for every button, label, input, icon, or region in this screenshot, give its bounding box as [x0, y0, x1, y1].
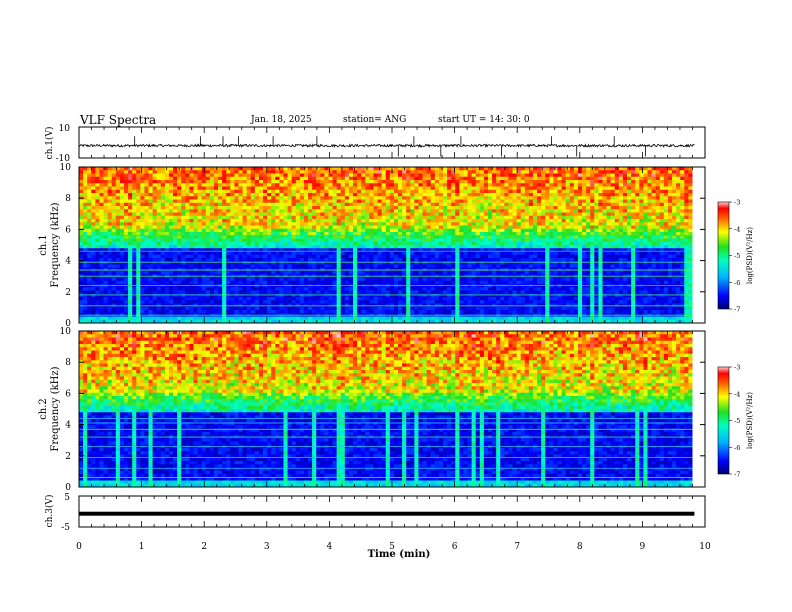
x-tick-label: 0 [76, 542, 82, 552]
ch3-waveform-panel: ch.3(V) 5 -5 [44, 493, 706, 533]
ch1-ytick-label: 4 [65, 257, 71, 267]
ch3-ytick-top: 5 [64, 493, 70, 503]
x-tick-label: 3 [264, 542, 270, 552]
ch2-colorbar-gradient [717, 366, 730, 475]
x-tick-label: 10 [699, 542, 711, 552]
ch2-colorbar-tick-label: -4 [734, 390, 740, 398]
ch1-colorbar: -3 -4 -5 -6 -7 log(PSD)(V²/Hz) [717, 199, 754, 314]
ch1-waveform-trace [78, 136, 695, 157]
ch2-ylabel-line1: ch.2 [38, 398, 49, 420]
x-tick-label: 7 [514, 542, 520, 552]
ch2-ytick-label: 8 [65, 358, 71, 368]
ch2-colorbar-label: log(PSD)(V²/Hz) [746, 392, 754, 449]
ch1-ytick-top: 10 [59, 124, 71, 134]
ch1-colorbar-tick-label: -6 [734, 279, 740, 287]
x-tick-label: 8 [577, 542, 583, 552]
start-time-label: start UT = 14: 30: 0 [438, 115, 530, 125]
ch1-ytick-label: 10 [60, 163, 72, 173]
ch1-ytick-label: 2 [65, 288, 71, 298]
ch1-ylabel-line2: Frequency (kHz) [50, 202, 61, 287]
x-tick-label: 9 [640, 542, 646, 552]
ch2-ytick-label: 10 [60, 327, 72, 337]
ch2-ytick-label: 6 [65, 389, 71, 399]
ch1-colorbar-tick-label: -5 [734, 252, 740, 260]
x-tick-label: 2 [201, 542, 207, 552]
ch1-ytick-label: 8 [65, 194, 71, 204]
x-tick-labels: 0 1 2 3 4 5 6 7 8 9 10 [76, 542, 711, 552]
ch2-spectrogram-image [79, 331, 705, 488]
ch1-ytick-bottom: -10 [56, 154, 71, 164]
ch1-waveform-ylabel: ch.1(V) [44, 127, 55, 160]
station-label: station= ANG [343, 115, 407, 125]
ch2-ytick-label: 0 [65, 483, 71, 493]
date-label: Jan. 18, 2025 [251, 115, 312, 125]
x-tick-label: 4 [327, 542, 333, 552]
ch1-colorbar-tick-label: -3 [734, 199, 740, 207]
chart-title: VLF Spectra [80, 113, 157, 127]
ch1-colorbar-tick-label: -4 [734, 225, 740, 233]
ch2-colorbar-tick-label: -3 [734, 364, 740, 372]
ch2-ylabel-line2: Frequency (kHz) [50, 366, 61, 451]
ch1-waveform-panel: ch.1(V) 10 -10 [44, 124, 706, 164]
ch1-colorbar-gradient [717, 201, 730, 310]
ch1-ylabel-line1: ch.1 [38, 234, 49, 256]
ch1-spectrogram-panel: ch.1 Frequency (kHz) 0 2 4 6 8 10 [38, 163, 706, 329]
ch3-ytick-bottom: -5 [61, 523, 70, 533]
x-tick-label: 5 [389, 542, 395, 552]
ch1-ytick-label: 0 [65, 319, 71, 329]
ch2-colorbar-tick-label: -5 [734, 417, 740, 425]
x-tick-label: 6 [452, 542, 458, 552]
ch3-waveform-trace [79, 511, 695, 516]
ch2-colorbar: -3 -4 -5 -6 -7 log(PSD)(V²/Hz) [717, 364, 754, 479]
ch1-colorbar-tick-label: -7 [734, 306, 740, 314]
x-axis-label: Time (min) [368, 549, 431, 560]
ch1-spectrogram-image [79, 167, 705, 324]
ch3-waveform-ylabel: ch.3(V) [44, 495, 55, 528]
x-tick-marks [78, 127, 706, 527]
x-tick-label: 1 [139, 542, 145, 552]
ch2-colorbar-tick-label: -6 [734, 444, 740, 452]
ch2-colorbar-tick-label: -7 [734, 471, 740, 479]
ch1-colorbar-label: log(PSD)(V²/Hz) [746, 227, 754, 284]
ch2-spectrogram-panel: ch.2 Frequency (kHz) 0 2 4 6 8 10 [38, 327, 706, 493]
ch2-ytick-label: 4 [65, 421, 71, 431]
ch2-ytick-label: 2 [65, 452, 71, 462]
ch1-ytick-label: 6 [65, 225, 71, 235]
